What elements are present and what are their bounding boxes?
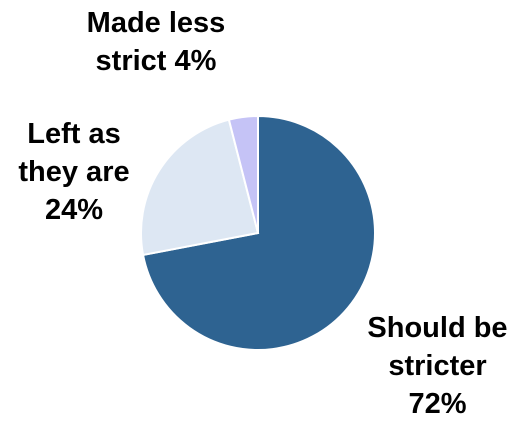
pie-slice-left-as-they-are: [140, 118, 260, 257]
slice-label-line: stricter: [388, 350, 487, 382]
slice-label-line: Left as: [27, 118, 121, 150]
pie-slice-made-less-strict: [227, 114, 259, 234]
slice-label-line: Made less: [86, 7, 226, 39]
slice-label-line: strict 4%: [95, 45, 217, 77]
slice-label-line: Should be: [367, 312, 508, 344]
slice-label-line: 24%: [44, 194, 104, 226]
slice-label-line: 72%: [408, 388, 467, 420]
slice-label-left-as-they-are: Left as they are 24%: [6, 115, 142, 229]
slice-label-should-be-stricter: Should be stricter 72%: [355, 309, 517, 423]
slice-label-made-less-strict: Made less strict 4%: [70, 4, 242, 80]
pie-slices: [140, 114, 376, 351]
slice-label-line: they are: [18, 156, 130, 188]
